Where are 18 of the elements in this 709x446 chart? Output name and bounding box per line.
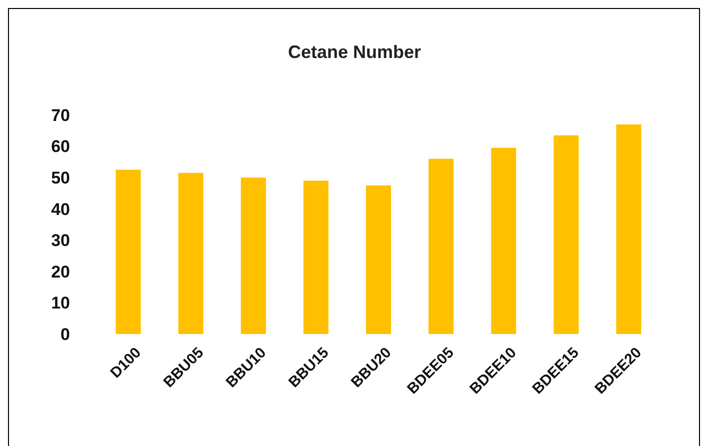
y-tick-label: 20: [51, 262, 70, 282]
bar: [116, 170, 141, 334]
bar: [491, 148, 516, 334]
y-tick-label: 40: [51, 200, 70, 219]
y-tick-label: 10: [51, 294, 70, 313]
y-tick-label: 70: [51, 106, 70, 125]
bar: [178, 172, 204, 334]
y-tick-label: 60: [51, 137, 70, 156]
bar: [303, 180, 328, 334]
y-tick-label: 50: [51, 168, 70, 188]
bar: [428, 158, 454, 334]
y-tick-label: 30: [51, 231, 70, 250]
bar: [240, 178, 266, 334]
bar: [554, 135, 579, 334]
bar: [616, 124, 642, 334]
y-tick-label: 0: [60, 324, 70, 344]
bar: [366, 185, 392, 334]
chart-title: Cetane Number: [288, 42, 422, 62]
